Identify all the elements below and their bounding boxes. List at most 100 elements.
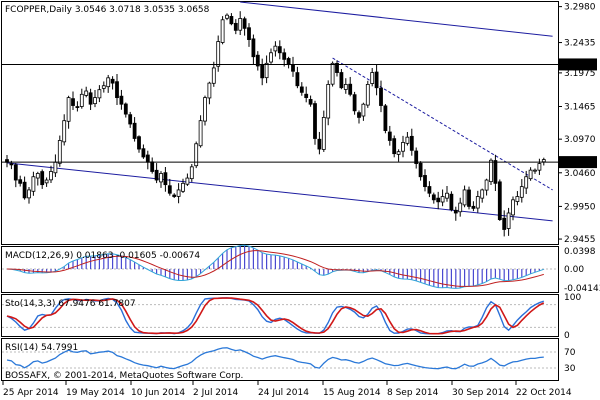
candle-body xyxy=(409,135,414,151)
copyright-text: BOSSAFX, © 2001-2014, MetaQuotes Softwar… xyxy=(5,371,243,381)
candle-body xyxy=(440,196,445,203)
candle-body xyxy=(260,64,265,79)
trendline-resistance[interactable] xyxy=(332,57,553,191)
date-tick-label: 10 Jun 2014 xyxy=(131,388,185,398)
candle-body xyxy=(383,105,388,131)
candle-body xyxy=(150,161,155,172)
candle-body xyxy=(423,175,427,188)
candle-body xyxy=(44,179,49,184)
candle-body xyxy=(533,169,537,172)
macd-pane-frame xyxy=(1,246,559,293)
date-tick-label: 22 Oct 2014 xyxy=(516,388,572,398)
candle-body xyxy=(396,151,401,155)
candle-body xyxy=(128,114,133,125)
candle-body xyxy=(31,176,36,192)
price-pane-frame xyxy=(1,1,559,245)
candle-body xyxy=(313,103,317,139)
date-tick-label: 2 Jul 2014 xyxy=(193,388,238,398)
candle-body xyxy=(321,116,326,150)
candle-body xyxy=(427,186,432,194)
candle-body xyxy=(194,143,199,167)
macd-tick-label: 0.0398 xyxy=(564,247,596,257)
date-tick-label: 25 Apr 2014 xyxy=(3,388,59,398)
candle-body xyxy=(418,162,423,178)
candle-body xyxy=(475,196,480,209)
candle-body xyxy=(93,97,97,105)
date-tick-label: 30 Sep 2014 xyxy=(452,388,509,398)
candle-body xyxy=(110,78,115,84)
candle-body xyxy=(370,72,375,84)
candle-body xyxy=(62,120,67,143)
candle-body xyxy=(453,209,458,214)
candle-body xyxy=(365,84,370,106)
candle-body xyxy=(497,181,502,221)
macd-line xyxy=(6,244,544,289)
candle-body xyxy=(71,98,75,106)
candle-body xyxy=(154,169,159,181)
candle-body xyxy=(132,122,137,139)
candle-body xyxy=(445,192,449,199)
stochastic-indicator: 100 0 xyxy=(2,293,581,341)
candle-body xyxy=(361,103,366,117)
candle-body xyxy=(462,189,467,206)
candle-body xyxy=(493,160,498,184)
macd-tick-label: -0.04143 xyxy=(564,284,600,294)
candle-body xyxy=(480,189,485,199)
candle-body xyxy=(295,72,300,87)
rsi-tick-label: 30 xyxy=(564,364,576,374)
candle-body xyxy=(339,72,344,89)
candle-body xyxy=(79,93,84,107)
candle-body xyxy=(286,58,291,66)
candle-body xyxy=(326,84,331,119)
candle-body xyxy=(88,92,93,105)
candle-body xyxy=(49,171,53,181)
candle-body xyxy=(247,27,251,40)
price-tick-label: 2.9455 xyxy=(564,235,596,245)
candle-body xyxy=(352,94,357,112)
candle-body xyxy=(467,189,471,207)
candle-body xyxy=(233,22,238,31)
candle-body xyxy=(541,159,546,163)
date-tick-label: 8 Sep 2014 xyxy=(387,388,439,398)
candle-body xyxy=(242,18,247,29)
candle-body xyxy=(304,93,309,99)
stochastic-tick-label: 100 xyxy=(564,293,581,303)
candle-body xyxy=(115,81,119,99)
candle-body xyxy=(374,71,379,89)
candle-body xyxy=(431,194,436,201)
candle-body xyxy=(401,142,405,152)
price-tick-label: 3.0460 xyxy=(564,169,596,179)
candle-body xyxy=(18,179,23,184)
candle-body xyxy=(515,196,520,202)
candle-body xyxy=(330,62,335,85)
date-tick-label: 15 Aug 2014 xyxy=(323,388,381,398)
rsi-indicator: 70 30 xyxy=(2,347,576,374)
candle-body xyxy=(207,82,212,99)
candle-body xyxy=(251,38,256,58)
candle-body xyxy=(123,103,128,115)
candle-body xyxy=(106,77,111,88)
price-tick-label: 2.9950 xyxy=(564,202,596,212)
rsi-pane-frame xyxy=(1,338,559,381)
candle-body xyxy=(35,173,40,179)
candlestick-series xyxy=(5,11,546,237)
candle-body xyxy=(137,136,141,150)
candle-body xyxy=(167,185,172,194)
candle-body xyxy=(357,112,361,118)
candle-body xyxy=(511,199,515,216)
macd-indicator: 0.0398 0.00 -0.04143 xyxy=(2,244,600,294)
candle-body xyxy=(119,95,124,105)
candle-body xyxy=(22,181,27,199)
trendline-upper-channel[interactable] xyxy=(240,1,553,37)
horizontal-levels[interactable]: 3.2103 3.0622 xyxy=(2,58,597,169)
price-tick-label: 3.0970 xyxy=(564,135,596,145)
candle-body xyxy=(172,194,177,197)
candle-body xyxy=(308,99,313,105)
candle-body xyxy=(97,89,102,99)
price-tick-label: 3.2435 xyxy=(564,39,596,49)
candle-body xyxy=(449,193,454,211)
candle-body xyxy=(181,182,185,192)
candle-body xyxy=(387,131,392,141)
candle-body xyxy=(282,52,287,60)
